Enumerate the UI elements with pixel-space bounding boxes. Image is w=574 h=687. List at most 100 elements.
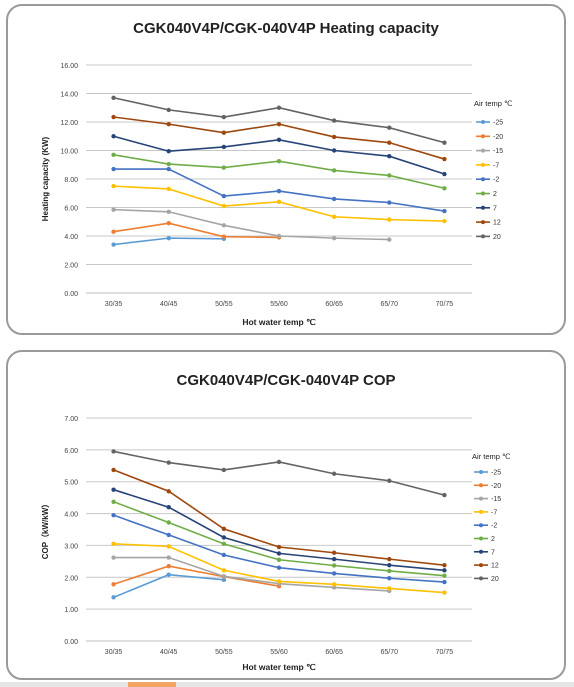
data-point — [166, 563, 171, 569]
data-point — [442, 156, 447, 162]
data-point — [221, 535, 227, 540]
data-point — [387, 217, 392, 222]
data-point — [442, 208, 447, 214]
x-tick-label: 65/70 — [381, 649, 399, 656]
data-point — [331, 118, 337, 123]
series-line — [113, 501, 445, 577]
data-point — [221, 577, 227, 583]
x-tick-label: 70/75 — [436, 301, 454, 308]
data-point — [166, 489, 171, 494]
data-point — [111, 499, 116, 504]
y-tick-label: 6.00 — [64, 448, 78, 455]
y-tick-label: 1.00 — [64, 607, 78, 614]
data-point — [331, 556, 337, 562]
y-tick-label: 3.00 — [64, 543, 78, 550]
legend-entry: 7 — [493, 205, 497, 212]
cop-chart: 0.00 1.00 2.00 3.00 4.00 5.00 6.00 7.00 30/35 40/… — [40, 416, 511, 672]
data-point — [387, 154, 392, 159]
data-point — [442, 171, 447, 177]
legend-marker — [479, 549, 483, 554]
data-point — [387, 173, 392, 178]
legend-entry: 7 — [491, 549, 495, 556]
legend-entry: 2 — [491, 536, 495, 543]
data-point — [387, 556, 392, 562]
data-point — [387, 237, 392, 242]
data-point — [221, 130, 227, 135]
legend-entry: 2 — [493, 191, 497, 198]
data-point — [166, 460, 171, 465]
legend-entry: -2 — [491, 523, 497, 530]
data-point — [442, 573, 447, 578]
data-point — [442, 579, 447, 585]
x-tick-label: 55/60 — [270, 649, 288, 656]
data-point — [166, 149, 171, 154]
legend-marker — [479, 536, 483, 541]
y-axis-title: Heating capacity (KW) — [41, 136, 50, 221]
data-point — [221, 574, 227, 579]
legend-entry: -20 — [493, 134, 503, 141]
data-point — [442, 568, 447, 573]
data-point — [166, 505, 171, 510]
x-tick-label: 55/60 — [270, 301, 288, 308]
y-tick-label: 16.00 — [60, 63, 78, 70]
data-point — [111, 595, 116, 600]
legend-marker — [481, 134, 485, 139]
data-point — [331, 235, 337, 241]
legend-marker — [481, 234, 485, 239]
data-point — [221, 541, 227, 547]
data-point — [166, 520, 171, 525]
data-point — [111, 582, 116, 587]
legend-entry: 12 — [491, 563, 499, 570]
x-tick-label: 60/65 — [325, 301, 343, 308]
data-point — [221, 526, 227, 532]
legend-entry: -25 — [491, 470, 501, 477]
legend-entry: -15 — [493, 148, 503, 155]
data-point — [111, 541, 116, 547]
data-point — [166, 544, 171, 549]
data-point — [111, 449, 116, 454]
series-line — [113, 556, 390, 592]
series-line — [113, 96, 445, 144]
data-point — [331, 148, 337, 153]
legend-marker — [479, 496, 483, 501]
data-point — [111, 487, 116, 492]
bottom-tab-indicator — [128, 682, 176, 687]
data-point — [111, 229, 116, 234]
y-tick-label: 2.00 — [64, 575, 78, 582]
y-axis-title: COP（kW/kW） — [40, 500, 50, 560]
data-point — [276, 121, 282, 127]
data-point — [111, 207, 116, 212]
data-point — [166, 166, 171, 172]
y-tick-label: 2.00 — [64, 263, 78, 270]
data-point — [331, 563, 337, 568]
data-point — [276, 188, 282, 194]
x-tick-label: 40/45 — [160, 649, 178, 656]
data-point — [387, 576, 392, 581]
legend-marker — [479, 563, 483, 568]
data-point — [166, 532, 171, 538]
legend-entry: -7 — [493, 162, 499, 169]
y-tick-label: 4.00 — [64, 234, 78, 241]
data-point — [331, 134, 337, 140]
data-point — [276, 579, 282, 584]
heating-capacity-chart-panel: CGK040V4P/CGK-040V4P Heating capacity 0.… — [6, 4, 566, 335]
data-point — [111, 183, 116, 189]
data-point — [166, 235, 171, 241]
legend-marker — [481, 177, 485, 182]
data-point — [331, 550, 337, 555]
data-point — [111, 467, 116, 473]
data-point — [111, 134, 116, 139]
data-point — [276, 565, 282, 570]
y-tick-label: 14.00 — [60, 92, 78, 99]
heating-capacity-chart: 0.00 2.00 4.00 6.00 8.00 10.00 12.00 14.00 16.00… — [41, 63, 513, 327]
data-point — [221, 552, 227, 558]
legend-entry: -20 — [491, 483, 501, 490]
x-tick-label: 70/75 — [436, 649, 454, 656]
data-point — [387, 125, 392, 130]
data-point — [387, 478, 392, 483]
x-tick-label: 60/65 — [325, 649, 343, 656]
data-point — [221, 223, 227, 228]
data-point — [442, 186, 447, 191]
data-point — [331, 585, 337, 590]
data-point — [276, 199, 282, 204]
